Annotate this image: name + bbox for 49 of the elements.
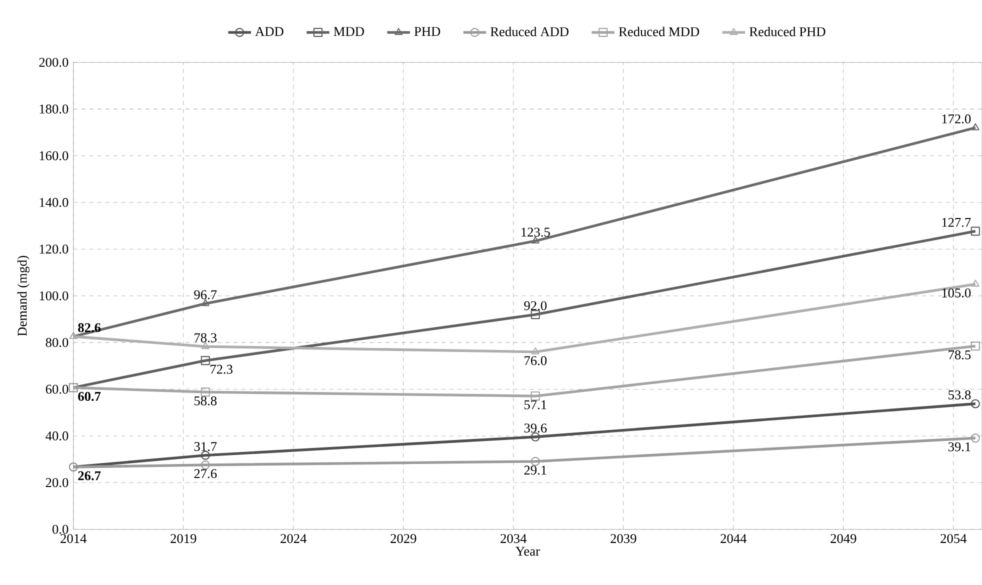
y-tick-label: 20.0 [46,478,68,487]
x-tick-label: 2054 [940,534,967,543]
data-label: 60.7 [78,392,101,401]
y-tick-label: 60.0 [46,384,68,394]
data-label: 172.0 [942,114,971,124]
x-tick-label: 2049 [830,534,856,543]
y-tick-label: 120.0 [40,244,68,254]
legend-label: PHD [414,26,440,36]
x-tick-label: 2039 [610,534,636,543]
legend-label: Reduced PHD [749,26,826,36]
data-label: 53.8 [948,390,971,400]
data-label: 58.8 [194,396,217,406]
data-label: 39.6 [524,423,547,432]
x-tick-label: 2024 [280,534,307,543]
y-tick-label: 80.0 [46,338,68,347]
y-axis-title: Demand (mgd) [17,256,30,336]
x-tick-label: 2044 [720,534,747,543]
x-tick-label: 2014 [60,534,87,543]
data-label: 82.6 [78,322,101,332]
legend-label: Reduced ADD [490,26,569,36]
x-axis-title: Year [516,546,540,556]
data-label: 26.7 [78,471,101,480]
y-tick-label: 0.0 [52,524,68,534]
data-label: 78.5 [948,350,971,360]
data-label: 27.6 [194,468,217,478]
y-tick-label: 180.0 [40,104,68,114]
y-tick-label: 140.0 [40,198,68,207]
data-label: 123.5 [522,228,550,237]
data-label: 29.1 [524,465,546,475]
data-label: 105.0 [942,288,971,298]
data-label: 78.3 [194,333,217,342]
data-label: 76.0 [524,356,547,366]
data-label: 57.1 [524,400,546,410]
legend-label: Reduced MDD [618,26,700,36]
data-label: 72.3 [210,364,232,374]
y-tick-label: 160.0 [40,151,68,160]
y-tick-label: 100.0 [40,291,68,300]
data-label: 39.1 [948,442,970,452]
x-tick-label: 2029 [390,534,416,543]
data-label: 96.7 [194,290,217,300]
x-tick-label: 2019 [170,534,196,543]
x-tick-label: 2034 [500,534,527,543]
data-label: 92.0 [524,301,547,310]
data-label: 127.7 [942,218,971,227]
y-tick-label: 200.0 [39,58,68,67]
legend-label: ADD [255,26,284,36]
y-tick-label: 40.0 [46,431,68,440]
legend-label: MDD [334,26,364,36]
data-label: 31.7 [194,442,217,451]
